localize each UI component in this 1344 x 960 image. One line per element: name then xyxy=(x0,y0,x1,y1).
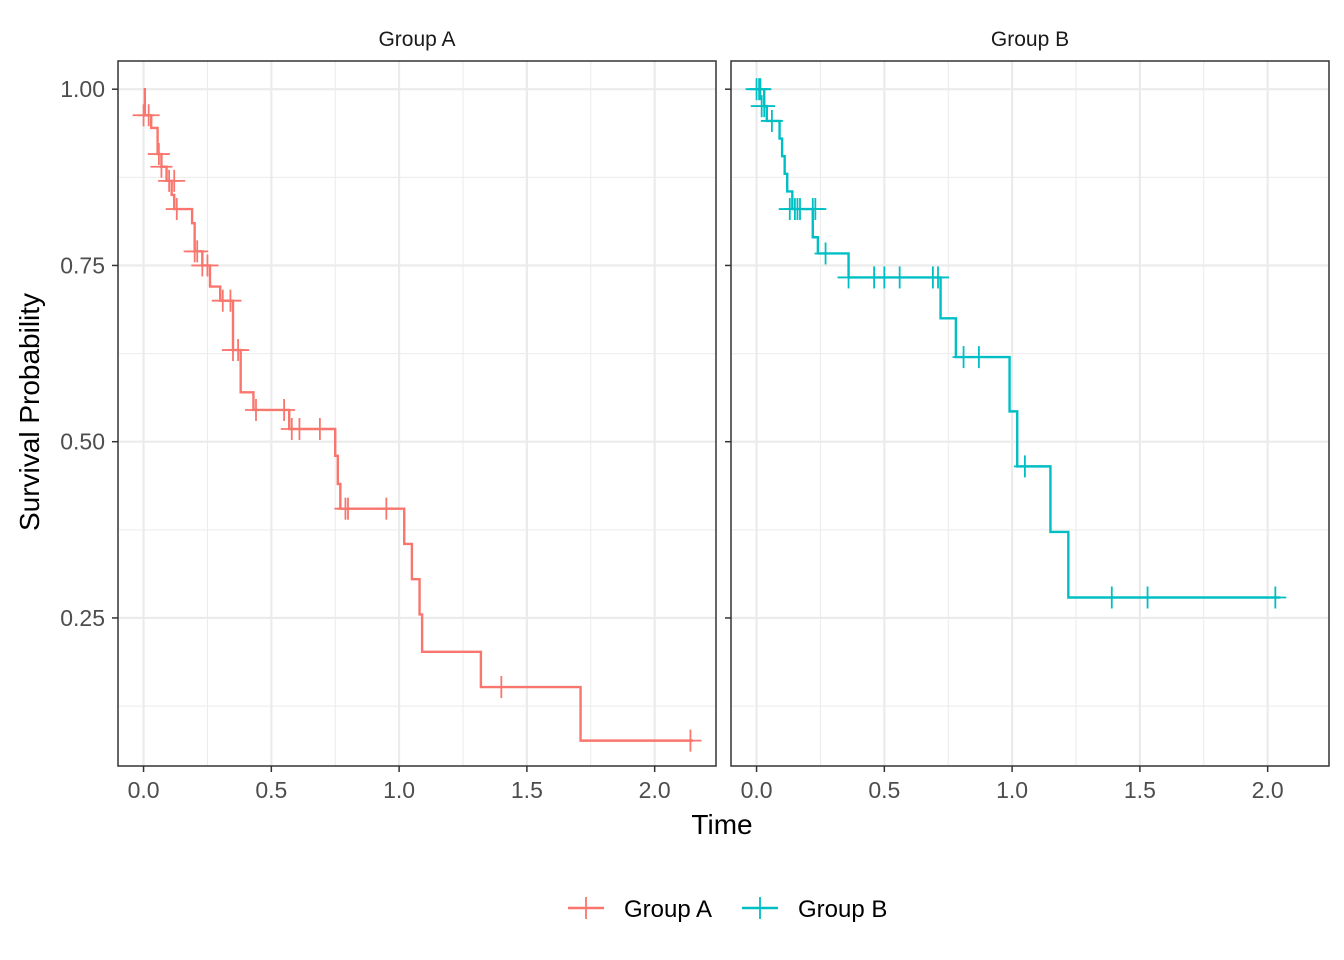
panel-border xyxy=(730,60,1330,767)
legend-label: Group B xyxy=(798,896,887,923)
legend-item-group-b: Group B xyxy=(742,896,887,923)
panel-group-b: Group B 0.0 0.5 1.0 1.5 2.0 xyxy=(725,28,1330,803)
x-tick-label: 1.0 xyxy=(383,777,415,803)
censor-mark xyxy=(888,266,911,289)
y-tick-label: 0.25 xyxy=(60,605,105,631)
censor-mark xyxy=(219,289,242,312)
censor-mark xyxy=(150,155,173,178)
censor-mark xyxy=(1100,586,1123,609)
censor-mark xyxy=(749,78,772,101)
x-tick-label: 0.0 xyxy=(741,777,773,803)
legend: Group A Group B xyxy=(568,896,887,923)
x-tick-label: 0.5 xyxy=(868,777,900,803)
censor-mark xyxy=(1264,586,1287,609)
censor-mark xyxy=(165,198,188,221)
legend-item-group-a: Group A xyxy=(568,896,712,923)
x-tick-label: 1.0 xyxy=(996,777,1028,803)
x-tick-label: 1.5 xyxy=(511,777,543,803)
censor-mark xyxy=(147,143,170,166)
legend-label: Group A xyxy=(624,896,712,923)
censor-mark xyxy=(375,497,398,520)
censor-mark xyxy=(1136,586,1159,609)
x-tick-label: 0.5 xyxy=(255,777,287,803)
censor-mark xyxy=(927,266,949,289)
panel-group-a: Group A 0.0 0.5 1.0 1.5 2.0 xyxy=(112,28,717,803)
censor-mark xyxy=(753,95,776,118)
censor-mark xyxy=(760,109,783,132)
panel-strip-label: Group A xyxy=(378,28,455,51)
censor-mark xyxy=(245,398,267,421)
x-tick-label: 2.0 xyxy=(1252,777,1284,803)
censor-mark xyxy=(967,346,990,369)
censor-mark xyxy=(196,254,219,277)
censor-mark xyxy=(227,339,250,362)
censor-mark xyxy=(163,169,186,192)
x-tick-label: 1.5 xyxy=(1124,777,1156,803)
y-tick-label: 0.50 xyxy=(60,429,105,455)
censor-mark xyxy=(679,729,702,752)
y-axis-title: Survival Probability xyxy=(14,293,45,531)
censor-mark xyxy=(308,418,331,441)
y-tick-label: 1.00 xyxy=(60,76,105,102)
x-tick-label: 0.0 xyxy=(128,777,160,803)
censor-mark xyxy=(273,398,296,421)
censor-mark xyxy=(288,418,311,441)
x-tick-label: 2.0 xyxy=(639,777,671,803)
y-tick-label: 0.75 xyxy=(60,252,105,278)
censor-mark xyxy=(186,240,209,263)
censor-mark xyxy=(1013,455,1036,478)
x-axis-title: Time xyxy=(691,809,752,840)
censor-mark xyxy=(814,242,837,265)
censor-mark xyxy=(137,104,160,127)
censor-mark xyxy=(837,266,860,289)
panel-strip-label: Group B xyxy=(991,28,1069,51)
censor-mark xyxy=(490,676,513,699)
survival-curve-group-b xyxy=(756,88,1281,599)
censor-mark xyxy=(804,198,827,221)
panel-border xyxy=(117,60,717,767)
censor-mark xyxy=(337,497,359,520)
